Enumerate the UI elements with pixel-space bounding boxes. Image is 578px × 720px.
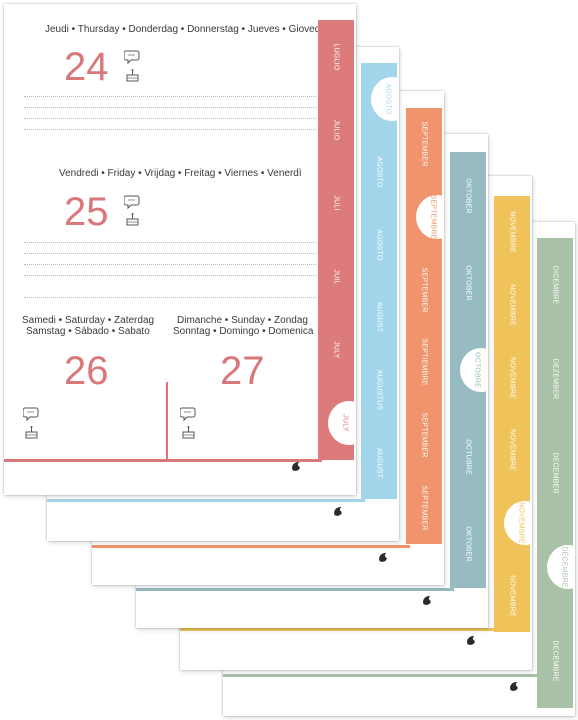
page-bottom-line	[180, 628, 498, 631]
month-tab-label: NOVEMBRE	[517, 502, 525, 544]
brand-logo-icon	[292, 461, 300, 471]
month-tab-label[interactable]: NOVEMBRE	[508, 574, 516, 617]
day-number-25: 25	[64, 190, 109, 234]
month-tab-strip-sage[interactable]: DICEMBRE DEZEMBER DECEMBER DÉCEMBRE DECEMBRE	[537, 238, 573, 708]
page-bottom-line	[223, 674, 541, 677]
day-names-sunday-line2: Sonntag • Domingo • Domenica	[173, 326, 314, 337]
page-bottom-line	[47, 499, 365, 502]
month-tab-label[interactable]: OKTOBER	[464, 526, 472, 563]
active-month-tab[interactable]: SEPTEMBRE	[416, 195, 442, 239]
month-tab-label[interactable]: AGOSTO	[375, 156, 383, 188]
weekend-divider	[166, 382, 168, 459]
month-tab-label[interactable]: JULY	[332, 341, 340, 359]
day-names-saturday-line1: Samedi • Saturday • Zaterdag	[22, 315, 155, 326]
speech-bubble-icon	[180, 407, 196, 422]
calendar-page-july: Jeudi • Thursday • Donderdag • Donnersta…	[4, 4, 356, 495]
month-tab-strip-sky[interactable]: AGOSTO AGOSTO AGOSTO AUGUST AUGUSTUS AUGUST	[361, 63, 397, 499]
speech-bubble-icon	[23, 407, 39, 422]
month-tab-label[interactable]: AUGUSTUS	[375, 369, 383, 411]
brand-logo-icon	[334, 506, 342, 516]
cake-icon	[126, 213, 139, 226]
brand-logo-icon	[379, 552, 387, 562]
month-tab-label[interactable]: NOVEMBRE	[508, 356, 516, 399]
month-tab-label[interactable]: SEPTEMBER	[420, 485, 428, 531]
month-tab-label[interactable]: LUGLIO	[332, 43, 340, 71]
cake-icon	[25, 426, 38, 439]
active-month-tab[interactable]: AGOSTO	[371, 77, 397, 122]
day-names-saturday-line2: Samstag • Sábado • Sabato	[26, 326, 150, 337]
brand-logo-icon	[510, 681, 518, 691]
page-bottom-line	[92, 545, 410, 548]
month-tab-label: SEPTEMBRE	[429, 194, 437, 240]
month-tab-label: AGOSTO	[384, 83, 392, 115]
month-tab-label: OCTOBRE	[473, 352, 481, 388]
speech-bubble-icon	[124, 50, 140, 65]
day-names-thursday: Jeudi • Thursday • Donderdag • Donnersta…	[45, 24, 324, 35]
day-names-sunday-line1: Dimanche • Sunday • Zondag	[177, 315, 308, 326]
month-tab-label[interactable]: AGOSTO	[375, 229, 383, 261]
month-tab-label[interactable]: JUIL	[332, 269, 340, 285]
day-number-27: 27	[220, 349, 265, 393]
month-tab-label[interactable]: AUGUST	[375, 302, 383, 333]
month-tab-label[interactable]: OKTOBER	[464, 177, 472, 214]
active-month-tab[interactable]: DÉCEMBRE	[547, 545, 573, 589]
month-tab-label[interactable]: DEZEMBER	[551, 358, 559, 400]
week-layout: Jeudi • Thursday • Donderdag • Donnersta…	[4, 4, 324, 462]
month-tab-label[interactable]: OKTOBER	[464, 265, 472, 301]
month-tab-label[interactable]: NOVEMBRE	[508, 284, 516, 326]
cake-icon	[182, 426, 195, 439]
month-tab-label[interactable]: SEPTEMBER	[420, 121, 428, 167]
month-tab-label[interactable]: AUGUST	[375, 447, 383, 478]
brand-logo-icon	[467, 635, 475, 645]
month-tab-label[interactable]: NOVEMBRE	[508, 429, 516, 472]
page-bottom-line	[4, 459, 322, 462]
month-tab-strip-orange[interactable]: SEPTEMBER SEPTEMBRE SEPTEMBER SEPTIEMBRE SEP…	[406, 108, 442, 544]
month-tab-strip-yellow[interactable]: NOVEMBRE NOVEMBRE NOVEMBRE NOVEMBRE NOVEMBRE…	[494, 196, 530, 632]
active-month-tab[interactable]: JULY	[328, 401, 354, 446]
month-tab-label[interactable]: JULIO	[332, 119, 340, 141]
month-tab-strip-teal[interactable]: OKTOBER OKTOBER OCTOBRE OCTUBRE OKTOBER	[450, 152, 486, 588]
day-names-friday: Vendredi • Friday • Vrijdag • Freitag • …	[59, 168, 302, 179]
brand-logo-icon	[423, 595, 431, 605]
active-month-tab[interactable]: NOVEMBRE	[504, 501, 530, 545]
month-tab-label: DÉCEMBRE	[560, 546, 568, 588]
month-tab-strip-july[interactable]: LUGLIO JULIO JULI JUIL JULY JULY	[318, 20, 354, 460]
month-tab-label[interactable]: JULI	[332, 195, 340, 211]
cake-icon	[126, 69, 139, 82]
month-tab-label[interactable]: DICEMBRE	[551, 265, 559, 305]
month-tab-label[interactable]: NOVEMBRE	[508, 211, 516, 254]
day-number-26: 26	[64, 349, 109, 393]
month-tab-label: JULY	[341, 414, 349, 433]
month-tab-label[interactable]: SEPTEMBER	[420, 412, 428, 458]
month-tab-label[interactable]: OCTUBRE	[464, 439, 472, 475]
month-tab-label[interactable]: SEPTEMBER	[420, 267, 428, 313]
day-number-24: 24	[64, 45, 109, 89]
active-month-tab[interactable]: OCTOBRE	[460, 348, 486, 392]
page-bottom-line	[136, 588, 454, 591]
month-tab-label[interactable]: DECEMBRE	[551, 640, 559, 682]
month-tab-label[interactable]: DECEMBER	[551, 452, 559, 494]
month-tab-label[interactable]: SEPTIEMBRE	[420, 338, 428, 386]
speech-bubble-icon	[124, 195, 140, 210]
